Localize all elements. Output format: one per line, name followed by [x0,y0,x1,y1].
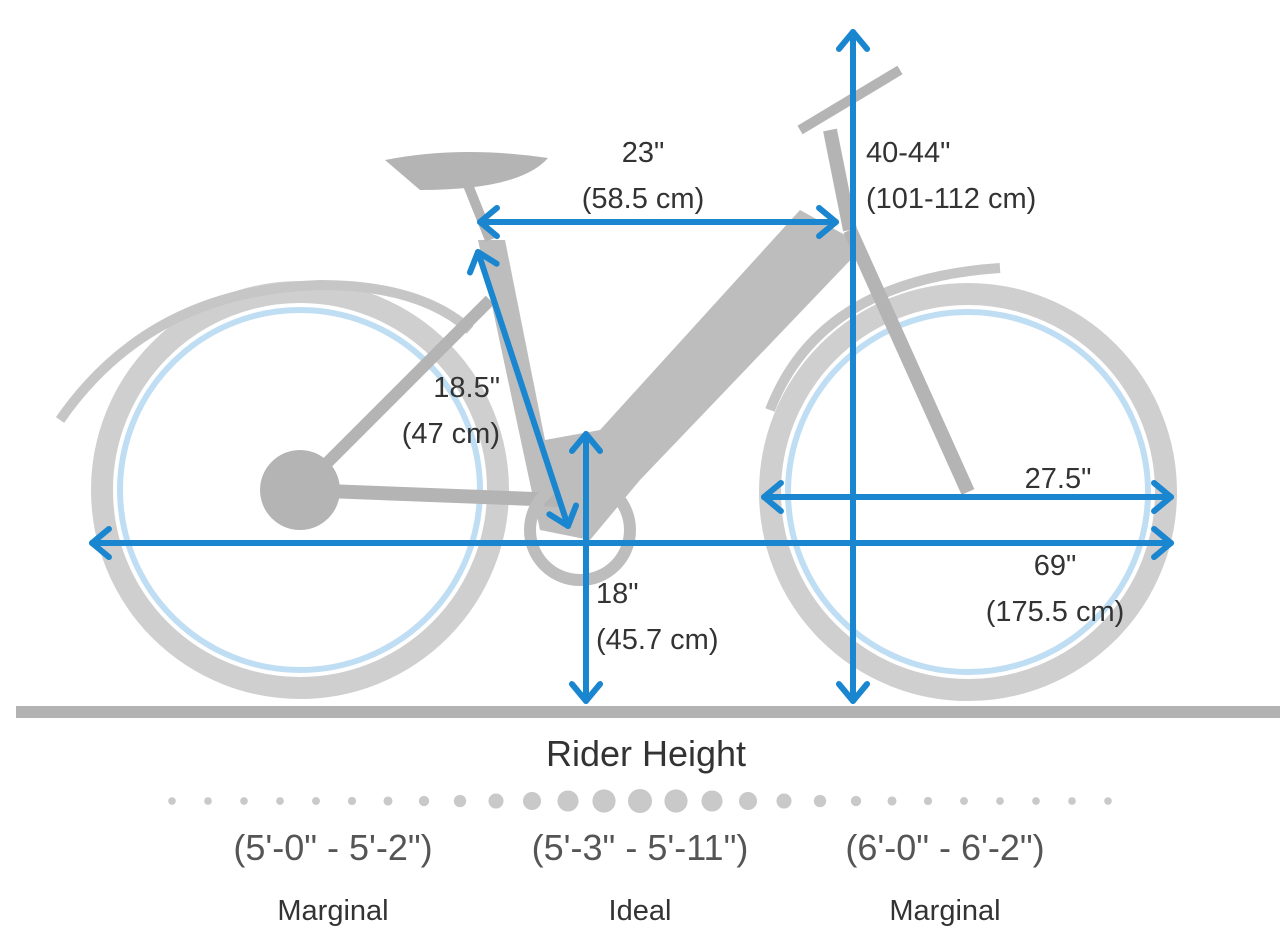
dimension-value: 18" [596,578,639,610]
dimension-value: 23" [622,137,665,169]
scale-dot [850,795,862,807]
scale-dot [418,795,430,807]
fit-label: Marginal [889,895,1000,927]
fit-label: Ideal [609,895,672,927]
cassette [260,450,340,530]
ground-line [16,706,1280,718]
bike-illustration [55,65,1177,701]
arrow-head [835,681,871,704]
dimension-metric: (45.7 cm) [596,624,718,656]
scale-dot [1068,797,1076,805]
arrow-head [477,204,500,240]
scale-dot [522,791,542,811]
scale-dot [383,796,393,806]
scale-dot [453,794,467,808]
scale-dot [664,789,688,813]
height-range: (5'-0" - 5'-2") [233,827,432,868]
scale-dot [168,797,176,805]
scale-dot [887,796,897,806]
height-scale [168,789,1112,813]
scale-dot [628,789,652,813]
scale-dot [592,789,616,813]
arrow-head [466,249,500,276]
seat-stay [295,295,495,495]
scale-dot [776,793,792,809]
scale-dot [347,796,357,806]
dimension-value: 40-44" [866,137,950,169]
scale-dot [488,793,504,809]
scale-dot [701,790,723,812]
scale-dot [923,796,933,806]
dimension-metric: (58.5 cm) [582,183,704,215]
scale-dot [996,797,1004,805]
arrows [89,29,1174,704]
scale-dot [276,797,284,805]
dimension-metric: (47 cm) [402,418,500,450]
frame [478,210,860,540]
arrow-head [835,29,871,52]
fork [843,227,975,495]
height-range: (5'-3" - 5'-11") [532,827,749,868]
dimension-metric: (101-112 cm) [866,183,1036,215]
scale-dot [557,790,579,812]
scale-dot [204,797,212,805]
rear-tire [91,281,509,699]
arrow-head [568,681,604,704]
arrow-head [1151,479,1174,515]
dimension-value: 27.5" [1025,463,1092,495]
scale-dot [1104,797,1112,805]
scale-dot [813,794,827,808]
arrow-head [1151,525,1174,561]
rear-fender [55,279,474,423]
scale-dot [240,797,248,805]
dimension-value: 69" [1034,550,1077,582]
stem [823,128,857,232]
front-rim [785,309,1151,675]
dimension-value: 18.5" [433,372,500,404]
scale-dot [960,797,968,805]
arrow-head [816,204,839,240]
chain-stay [299,483,561,507]
saddle [385,151,548,190]
seat-post [463,183,495,242]
fit-label: Marginal [277,895,388,927]
chainring [524,474,636,586]
scale-dot [738,791,758,811]
arrow-head [89,525,112,561]
arrow-head [546,502,580,529]
rider-height-title: Rider Height [546,733,746,774]
height-range: (6'-0" - 6'-2") [845,827,1044,868]
arrow-head [568,431,604,454]
dimension-arrow [475,249,571,529]
scale-dot [1032,797,1040,805]
scale-dot [312,797,320,805]
labels: 23" (58.5 cm) 40-44" (101-112 cm) 18.5" (47 c… [402,137,1125,656]
arrow-head [761,479,784,515]
dimension-metric: (175.5 cm) [986,596,1125,628]
